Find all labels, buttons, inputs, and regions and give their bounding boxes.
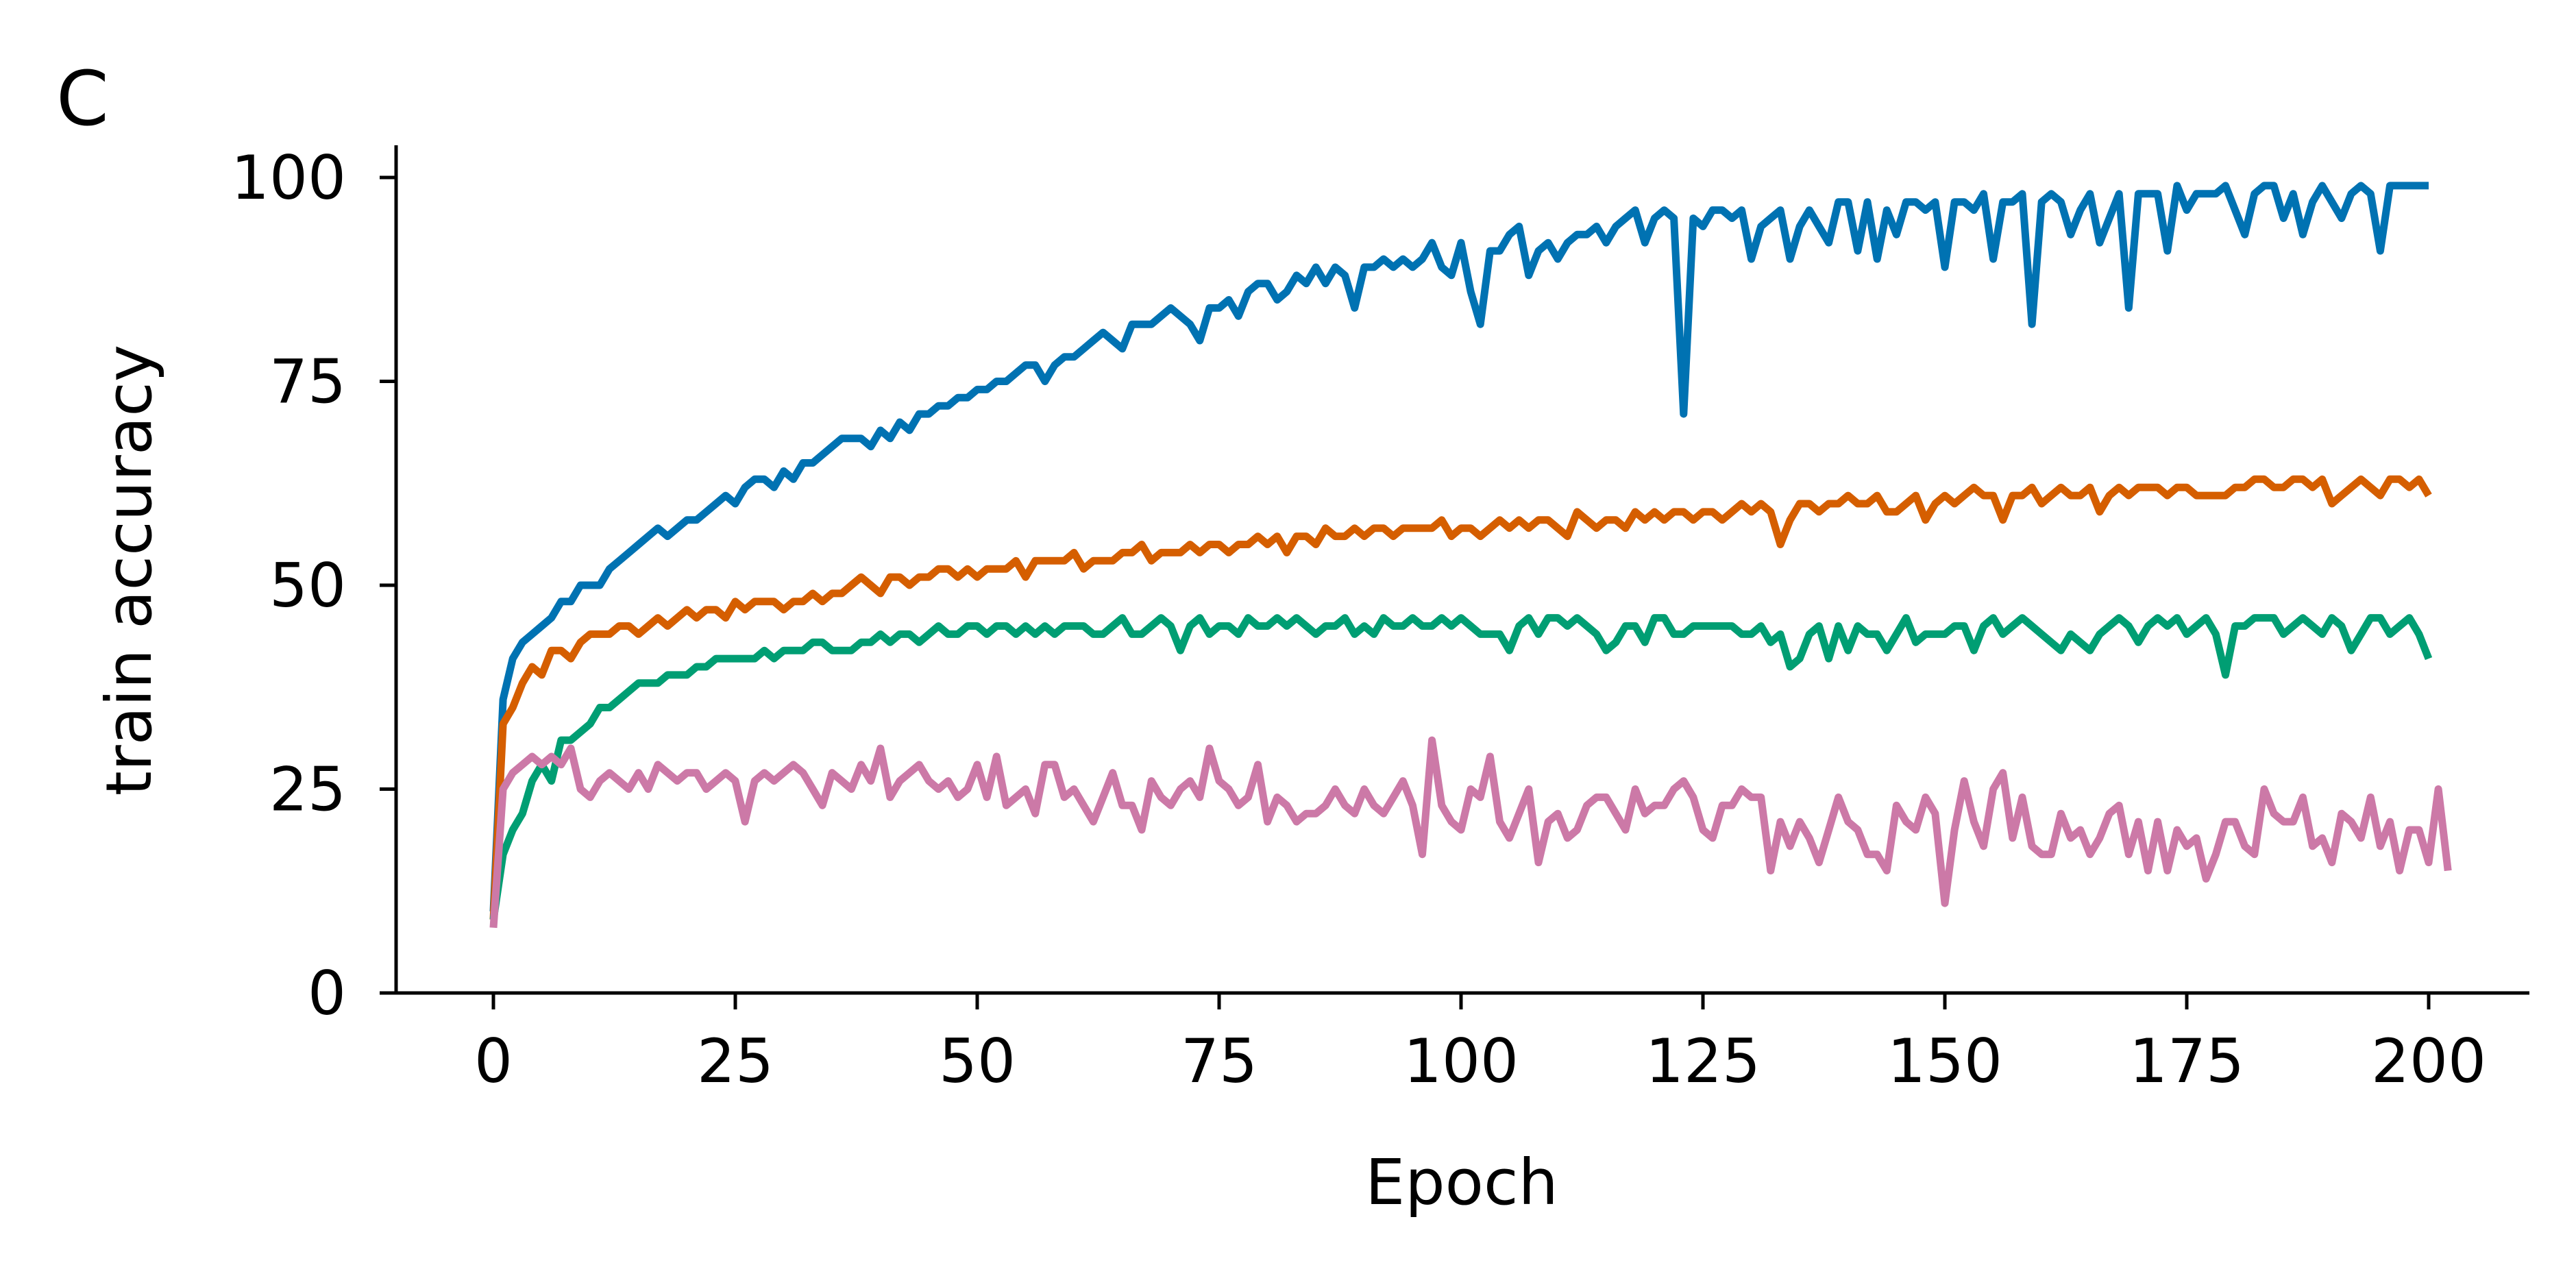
x-tick-label: 25 [697, 1026, 774, 1096]
y-ticks: 0 25 50 75 100 [231, 143, 396, 1029]
y-tick-label: 75 [269, 347, 346, 417]
x-tick-label: 50 [939, 1026, 1016, 1096]
x-tick-label: 125 [1645, 1026, 1761, 1096]
y-tick-label: 0 [308, 958, 346, 1029]
y-tick-label: 50 [269, 550, 346, 621]
series-line-1 [489, 182, 2429, 912]
x-tick-label: 100 [1403, 1026, 1519, 1096]
series-line-4 [489, 736, 2452, 929]
x-tick-label: 0 [474, 1026, 513, 1096]
panel-label: C [56, 55, 109, 143]
plot-area: 0 25 50 75 100 125 150 175 200 0 25 50 75 100 [231, 143, 2529, 1096]
x-axis-label: Epoch [1365, 1146, 1558, 1219]
x-tick-label: 175 [2129, 1026, 2244, 1096]
y-tick-label: 100 [231, 143, 346, 213]
x-tick-label: 75 [1181, 1026, 1258, 1096]
x-tick-label: 200 [2371, 1026, 2486, 1096]
series-line-2 [489, 475, 2432, 920]
series-layer [489, 182, 2452, 929]
series-line-3 [489, 614, 2433, 920]
y-axis-label: train accuracy [93, 345, 166, 796]
x-ticks: 0 25 50 75 100 125 150 175 200 [474, 993, 2486, 1096]
x-tick-label: 150 [1887, 1026, 2002, 1096]
y-tick-label: 25 [269, 754, 346, 825]
